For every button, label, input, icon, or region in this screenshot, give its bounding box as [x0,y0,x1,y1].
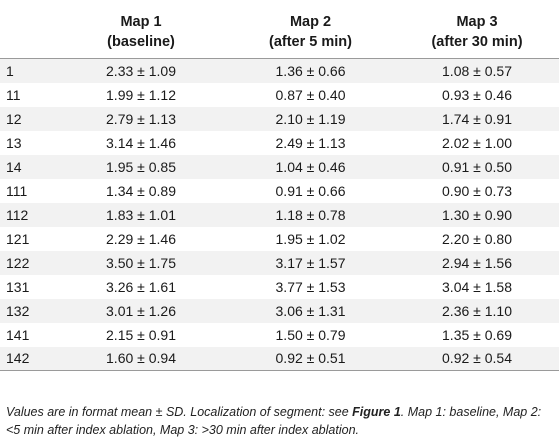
footnote-text-1: Values are in format mean ± SD. Localiza… [6,405,353,419]
table-header: Map 1 (baseline) Map 2 (after 5 min) Map… [0,8,559,59]
table-row: 14 1.95 ± 0.85 1.04 ± 0.46 0.91 ± 0.50 [0,154,559,179]
header-map2-subtitle: (after 5 min) [269,34,352,50]
header-map2-title: Map 2 [289,14,332,30]
map1-cell: 2.79 ± 1.13 [106,110,176,127]
segment-cell: 131 [6,278,30,295]
segment-cell: 1 [6,62,14,79]
map2-cell: 1.36 ± 0.66 [275,62,346,79]
table-row: 11 1.99 ± 1.12 0.87 ± 0.40 0.93 ± 0.46 [0,82,559,107]
table-body: 1 2.33 ± 1.09 1.36 ± 0.66 1.08 ± 0.57 11 1.99… [0,58,559,371]
table-row: 142 1.60 ± 0.94 0.92 ± 0.51 0.92 ± 0.54 [0,346,559,371]
table-footnote: Values are in format mean ± SD. Localiza… [6,403,554,439]
segment-cell: 121 [6,230,30,247]
map1-cell: 3.14 ± 1.46 [106,134,176,151]
map2-cell: 1.95 ± 1.02 [275,230,346,247]
table-row: 12 2.79 ± 1.13 2.10 ± 1.19 1.74 ± 0.91 [0,106,559,131]
table-row: 111 1.34 ± 0.89 0.91 ± 0.66 0.90 ± 0.73 [0,178,559,203]
table-row: 13 3.14 ± 1.46 2.49 ± 1.13 2.02 ± 1.00 [0,130,559,155]
map2-cell: 1.18 ± 0.78 [275,206,346,223]
map1-cell: 1.83 ± 1.01 [106,206,176,223]
map2-cell: 3.06 ± 1.31 [275,302,346,319]
map3-cell: 0.91 ± 0.50 [442,158,512,175]
segment-cell: 122 [6,254,30,271]
map1-cell: 1.34 ± 0.89 [106,182,176,199]
map2-cell: 0.92 ± 0.51 [226,346,395,371]
map3-cell: 2.36 ± 1.10 [442,302,512,319]
map1-cell: 3.50 ± 1.75 [106,254,176,271]
map3-cell: 0.92 ± 0.54 [395,346,559,371]
map3-cell: 2.20 ± 0.80 [442,230,512,247]
map2-cell: 3.77 ± 1.53 [275,278,346,295]
map2-cell: 0.91 ± 0.66 [275,182,346,199]
table-row: 132 3.01 ± 1.26 3.06 ± 1.31 2.36 ± 1.10 [0,298,559,323]
segment-cell: 111 [6,182,28,199]
table-row: 131 3.26 ± 1.61 3.77 ± 1.53 3.04 ± 1.58 [0,274,559,299]
map1-cell: 3.26 ± 1.61 [106,278,176,295]
figure-reference: Figure 1 [352,405,401,419]
map2-cell: 0.87 ± 0.40 [275,86,346,103]
map3-cell: 0.93 ± 0.46 [442,86,512,103]
map1-cell: 2.33 ± 1.09 [106,62,176,79]
map3-cell: 0.90 ± 0.73 [442,182,512,199]
header-segment [0,8,56,59]
header-map1-title: Map 1 [120,14,162,30]
segment-cell: 13 [6,134,22,151]
footnote-text-2: . Map 1: baseline, Map 2: <5 min after i… [6,405,542,437]
map3-cell: 1.30 ± 0.90 [442,206,512,223]
map3-cell: 2.02 ± 1.00 [442,134,512,151]
map3-cell: 3.04 ± 1.58 [442,278,512,295]
segment-cell: 11 [6,86,21,103]
results-table: Map 1 (baseline) Map 2 (after 5 min) Map… [0,8,559,371]
segment-cell: 12 [6,110,22,127]
map2-cell: 1.04 ± 0.46 [275,158,346,175]
map1-cell: 2.15 ± 0.91 [106,326,176,343]
segment-cell: 14 [6,158,22,175]
header-map3: Map 3 (after 30 min) [395,8,559,59]
map3-cell: 1.08 ± 0.57 [442,62,512,79]
map3-cell: 2.94 ± 1.56 [442,254,512,271]
map3-cell: 1.35 ± 0.69 [442,326,512,343]
header-map1: Map 1 (baseline) [56,8,226,59]
table-row: 121 2.29 ± 1.46 1.95 ± 1.02 2.20 ± 0.80 [0,226,559,251]
segment-cell: 132 [6,302,30,319]
header-map3-title: Map 3 [456,14,498,30]
map1-cell: 1.95 ± 0.85 [106,158,176,175]
segment-cell: 141 [6,326,30,343]
segment-cell: 112 [6,206,29,223]
map1-cell: 1.99 ± 1.12 [106,86,176,103]
table-row: 122 3.50 ± 1.75 3.17 ± 1.57 2.94 ± 1.56 [0,250,559,275]
header-map2: Map 2 (after 5 min) [226,8,395,59]
map1-cell: 2.29 ± 1.46 [106,230,176,247]
segment-cell: 142 [0,346,56,371]
map3-cell: 1.74 ± 0.91 [442,110,512,127]
map2-cell: 2.10 ± 1.19 [275,110,346,127]
header-map3-subtitle: (after 30 min) [431,34,523,50]
table-row: 141 2.15 ± 0.91 1.50 ± 0.79 1.35 ± 0.69 [0,322,559,347]
map1-cell: 1.60 ± 0.94 [56,346,226,371]
map2-cell: 2.49 ± 1.13 [275,134,346,151]
map1-cell: 3.01 ± 1.26 [106,302,176,319]
map2-cell: 1.50 ± 0.79 [275,326,346,343]
table-row: 1 2.33 ± 1.09 1.36 ± 0.66 1.08 ± 0.57 [0,58,559,83]
header-map1-subtitle: (baseline) [107,34,175,50]
map2-cell: 3.17 ± 1.57 [275,254,346,271]
table-row: 112 1.83 ± 1.01 1.18 ± 0.78 1.30 ± 0.90 [0,202,559,227]
